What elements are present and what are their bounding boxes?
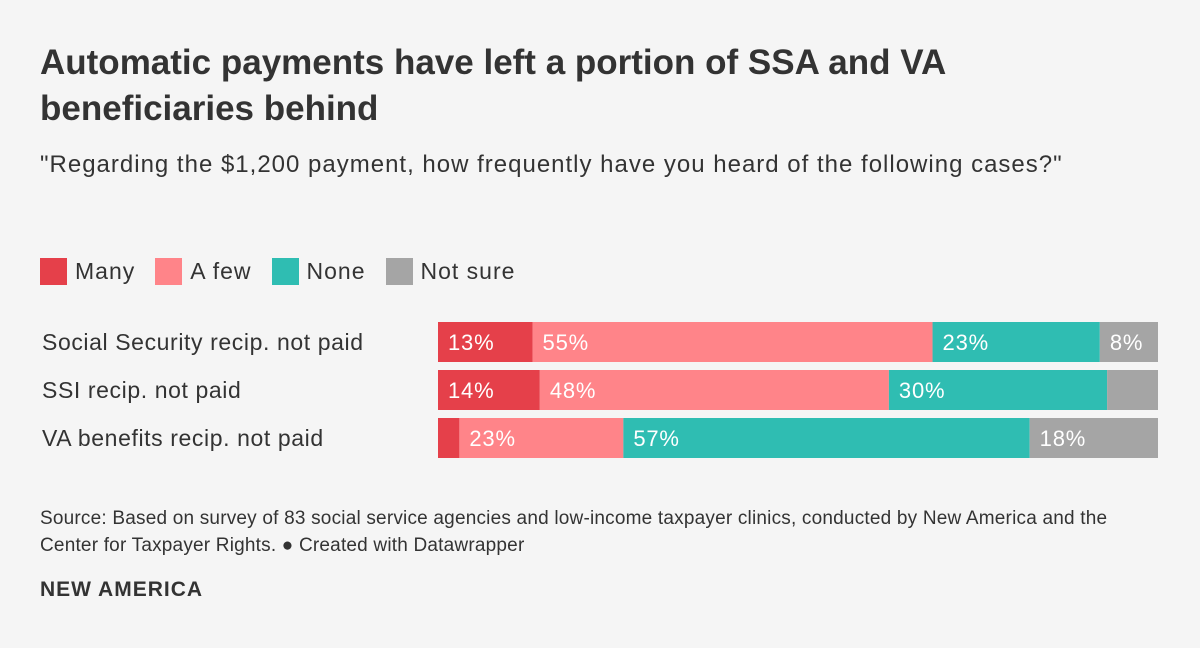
bar-none-social-security-recip-not-paid — [932, 322, 1100, 362]
data-label-not-sure-va-benefits-recip-not-paid: 18% — [1040, 426, 1086, 451]
chart-title: Automatic payments have left a portion o… — [40, 43, 945, 128]
data-label-a-few-va-benefits-recip-not-paid: 23% — [469, 426, 515, 451]
bar-many-va-benefits-recip-not-paid — [438, 418, 460, 458]
category-label-va-benefits-recip-not-paid: VA benefits recip. not paid — [42, 425, 324, 451]
legend-item-none: None — [271, 258, 366, 285]
data-label-a-few-ssi-recip-not-paid: 48% — [550, 378, 596, 403]
legend-swatch-none — [271, 258, 299, 285]
legend-item-many: Many — [40, 258, 135, 285]
legend-item-a-few: A few — [155, 258, 251, 285]
source-note: Source: Based on survey of 83 social ser… — [40, 508, 1108, 556]
bar-a-few-social-security-recip-not-paid — [532, 322, 933, 362]
bar-not-sure-ssi-recip-not-paid — [1107, 370, 1158, 410]
bar-none-ssi-recip-not-paid — [888, 370, 1108, 410]
legend-label-not-sure: Not sure — [420, 258, 516, 284]
bar-many-ssi-recip-not-paid — [438, 370, 540, 410]
category-label-social-security-recip-not-paid: Social Security recip. not paid — [42, 329, 364, 355]
legend-swatch-not-sure — [385, 258, 413, 285]
brand-logo-text: NEW AMERICA — [40, 578, 204, 601]
legend-item-not-sure: Not sure — [385, 258, 516, 285]
data-label-not-sure-social-security-recip-not-paid: 8% — [1110, 330, 1143, 355]
legend: Many A few None Not sure — [40, 258, 535, 285]
legend-swatch-many — [40, 258, 67, 285]
data-label-a-few-social-security-recip-not-paid: 55% — [543, 330, 589, 355]
data-label-many-social-security-recip-not-paid: 13% — [448, 330, 494, 355]
bar-none-va-benefits-recip-not-paid — [623, 418, 1030, 458]
bar-many-social-security-recip-not-paid — [438, 322, 533, 362]
legend-swatch-a-few — [155, 258, 183, 285]
bar-a-few-va-benefits-recip-not-paid — [459, 418, 624, 458]
data-label-none-social-security-recip-not-paid: 23% — [943, 330, 989, 355]
bar-a-few-ssi-recip-not-paid — [539, 370, 889, 410]
data-label-many-ssi-recip-not-paid: 14% — [448, 378, 494, 403]
data-label-none-ssi-recip-not-paid: 30% — [899, 378, 945, 403]
legend-label-many: Many — [75, 258, 136, 284]
bar-not-sure-social-security-recip-not-paid — [1099, 322, 1158, 362]
bar-not-sure-va-benefits-recip-not-paid — [1029, 418, 1158, 458]
data-label-none-va-benefits-recip-not-paid: 57% — [633, 426, 679, 451]
legend-label-none: None — [306, 258, 366, 284]
legend-label-a-few: A few — [190, 258, 252, 284]
category-label-ssi-recip-not-paid: SSI recip. not paid — [42, 377, 241, 403]
chart-subtitle: "Regarding the $1,200 payment, how frequ… — [40, 151, 1063, 178]
